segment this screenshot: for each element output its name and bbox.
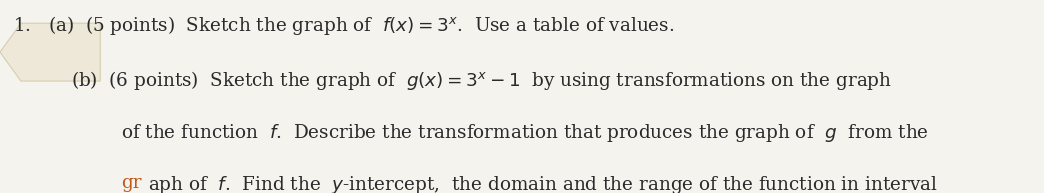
Text: of the function  $f$.  Describe the transformation that produces the graph of  $: of the function $f$. Describe the transf…: [121, 122, 929, 144]
Text: aph of  $f$.  Find the  $y$-intercept,  the domain and the range of the function: aph of $f$. Find the $y$-intercept, the …: [147, 174, 938, 193]
Text: (b)  (6 points)  Sketch the graph of  $g(x) = 3^x - 1$  by using transformations: (b) (6 points) Sketch the graph of $g(x)…: [71, 69, 892, 92]
Polygon shape: [0, 23, 100, 81]
Text: 1.   (a)  (5 points)  Sketch the graph of  $f(x) = 3^x$.  Use a table of values.: 1. (a) (5 points) Sketch the graph of $f…: [13, 14, 673, 36]
Text: gr: gr: [121, 174, 142, 192]
